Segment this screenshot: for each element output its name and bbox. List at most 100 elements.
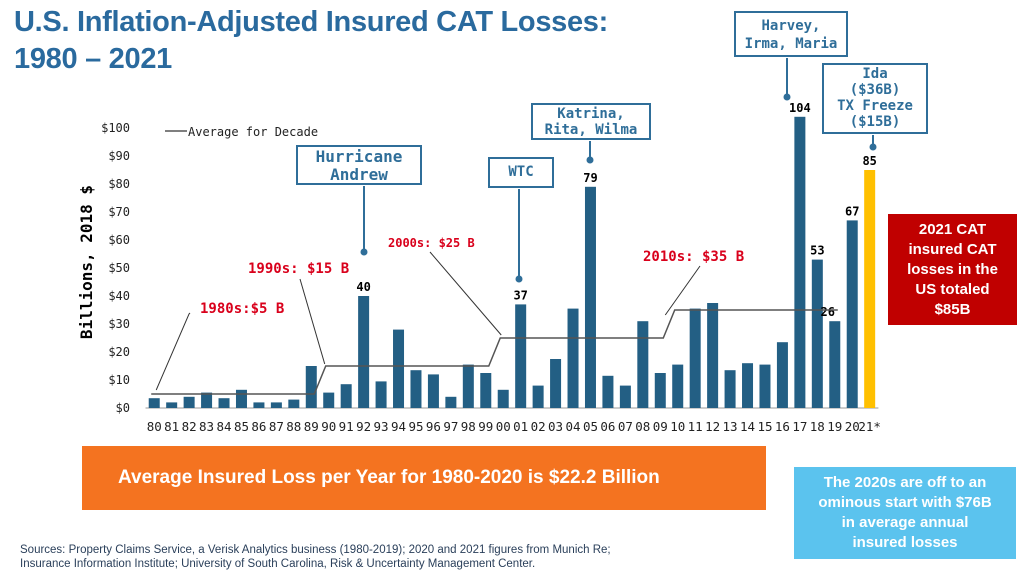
x-tick-label: 09 [653,419,668,434]
sources-line1: Sources: Property Claims Service, a Veri… [20,544,611,556]
x-tick-label: 99 [478,419,493,434]
callout-katrina-rita-wilma: Katrina, Rita, Wilma [531,103,651,140]
y-tick-label: $80 [108,177,130,191]
callout-andrew-line2: Andrew [330,165,388,184]
y-tick-label: $50 [108,261,130,275]
x-tick-label: 04 [565,419,580,434]
bar-84 [218,398,230,408]
y-tick-label: $100 [101,121,130,135]
bar-01 [515,304,527,408]
decade-average-line [151,309,838,395]
x-tick-label: 06 [600,419,615,434]
x-tick-label: 08 [635,419,650,434]
x-tick-label: 01 [513,419,528,434]
x-tick-label: 90 [321,419,336,434]
x-tick-label: 95 [408,419,423,434]
red-box-line4: US totaled [915,281,990,298]
bar-97 [445,396,457,408]
x-tick-label: 96 [426,419,441,434]
callout-ida-line4: ($15B) [849,114,901,130]
decade-average-label: 1990s: $15 B [248,261,349,277]
callout-harvey-irma-maria: Harvey, Irma, Maria [734,11,848,57]
bar-04 [567,308,579,408]
bar-89 [305,366,317,408]
bar-98 [462,364,474,408]
bar-10 [672,364,684,408]
bar-09 [654,373,666,408]
data-label-01: 37 [513,288,527,302]
y-tick-label: $70 [108,205,130,219]
bar-21* [864,170,876,408]
bar-20 [846,220,858,408]
decade-average-label: 2010s: $35 B [643,249,744,265]
x-tick-label: 05 [583,419,598,434]
x-tick-label: 91 [339,419,354,434]
red-box-line1: 2021 CAT [918,221,987,238]
x-tick-label: 20 [845,419,860,434]
2020s-note-box: The 2020s are off to an ominous start wi… [794,467,1016,559]
callout-harvey-line1: Harvey, [761,18,821,34]
y-axis-title: Billions, 2018 $ [77,185,96,339]
bar-06 [602,375,614,408]
bar-86 [253,402,265,408]
decade-average-label: 2000s: $25 B [388,236,475,250]
red-summary-box: 2021 CAT insured CAT losses in the US to… [888,214,1017,325]
x-tick-label: 14 [740,419,755,434]
red-box-line2: insured CAT [908,241,997,258]
y-tick-label: $20 [108,345,130,359]
bar-92 [358,296,370,408]
y-tick-label: $90 [108,149,130,163]
average-loss-banner: Average Insured Loss per Year for 1980-2… [82,446,766,510]
bar-05 [584,186,596,408]
x-tick-label: 21* [858,419,881,434]
y-tick-label: $30 [108,317,130,331]
x-tick-label: 85 [234,419,249,434]
blue-box-line3: in average annual [841,514,969,531]
x-tick-label: 12 [705,419,720,434]
bar-88 [288,399,300,408]
callout-ida-line2: ($36B) [849,82,901,98]
blue-box-line2: ominous start with $76B [818,494,992,511]
x-tick-label: 86 [251,419,266,434]
x-tick-label: 88 [286,419,301,434]
bar-15 [759,364,771,408]
callout-harvey-line2: Irma, Maria [744,36,838,52]
data-label-18: 53 [810,244,824,258]
bar-00 [497,389,509,408]
y-tick-label: $60 [108,233,130,247]
callout-dot [515,275,523,283]
callout-ida-line3: TX Freeze [837,98,913,114]
y-tick-label: $40 [108,289,130,303]
y-tick-label: $0 [116,401,130,415]
data-label-92: 40 [356,280,370,294]
bar-13 [724,370,736,408]
x-tick-label: 07 [618,419,633,434]
bar-12 [707,303,719,408]
red-box-line3: losses in the [907,261,998,278]
callout-wtc: WTC [488,157,554,188]
x-tick-label: 97 [443,419,458,434]
x-tick-label: 03 [548,419,563,434]
callout-dot [360,248,368,256]
decade-average-label: 1980s:$5 B [200,301,284,317]
bar-87 [270,402,282,408]
bar-18 [811,259,823,408]
x-tick-label: 98 [461,419,476,434]
bar-81 [166,402,178,408]
callout-dot [586,156,594,164]
x-tick-label: 16 [775,419,790,434]
blue-box-line4: insured losses [852,534,958,551]
bar-82 [183,396,195,408]
bar-80 [148,398,160,408]
callout-katrina-line2: Rita, Wilma [544,122,638,138]
bar-99 [480,373,492,408]
decade-leader-line [664,265,701,316]
bar-90 [323,392,335,408]
bar-11 [689,308,701,408]
x-tick-label: 18 [810,419,825,434]
x-tick-label: 11 [688,419,703,434]
chart-title-line1: U.S. Inflation-Adjusted Insured CAT Loss… [14,6,608,38]
callout-hurricane-andrew: Hurricane Andrew [296,145,422,185]
x-tick-label: 19 [827,419,842,434]
x-tick-label: 87 [269,419,284,434]
